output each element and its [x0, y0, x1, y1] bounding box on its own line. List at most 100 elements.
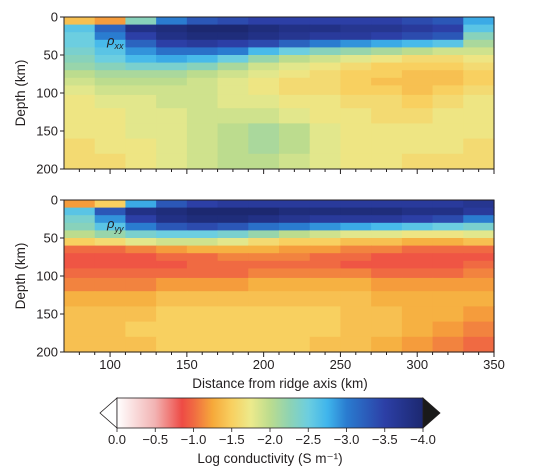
heatmap-cell — [463, 238, 495, 247]
heatmap-cell — [340, 138, 372, 155]
heatmap-cell — [309, 153, 342, 170]
heatmap-cell — [217, 39, 249, 48]
heatmap-cell — [463, 39, 495, 48]
heatmap-cell — [248, 238, 280, 247]
heatmap-cell — [186, 306, 219, 323]
heatmap-cell — [279, 215, 311, 224]
heatmap-cell — [94, 238, 127, 247]
y-tick-label: 150 — [36, 307, 58, 322]
heatmap-cell — [217, 238, 249, 247]
heatmap-cell — [279, 222, 311, 231]
heatmap-cell — [340, 253, 372, 262]
heatmap-cell — [64, 138, 96, 155]
heatmap-cell — [401, 70, 434, 79]
panel-label-sub: xx — [113, 41, 124, 51]
heatmap-cell — [156, 238, 188, 247]
heatmap-cell — [371, 77, 403, 86]
heatmap-cell — [309, 94, 342, 109]
heatmap-cell — [340, 17, 372, 26]
heatmap-cell — [309, 238, 342, 247]
heatmap-cell — [432, 55, 464, 64]
heatmap-cell — [125, 306, 157, 323]
heatmap-cell — [309, 253, 342, 262]
heatmap-cell — [340, 260, 372, 269]
heatmap-cell — [125, 77, 157, 86]
heatmap-cell — [401, 215, 434, 224]
heatmap-cell — [371, 321, 403, 338]
heatmap-cell — [371, 32, 403, 41]
y-tick-label: 0 — [51, 193, 58, 208]
heatmap-cell — [279, 277, 311, 292]
heatmap-cell — [217, 200, 249, 209]
heatmap-cell — [248, 260, 280, 269]
heatmap-cell — [371, 123, 403, 140]
heatmap-cell — [340, 32, 372, 41]
heatmap-cell — [463, 47, 495, 56]
heatmap-cell — [463, 138, 495, 155]
heatmap-cell — [371, 230, 403, 239]
heatmap-cell — [432, 291, 464, 307]
heatmap-cell — [340, 336, 372, 353]
heatmap-cell — [217, 321, 249, 338]
heatmap-cell — [309, 230, 342, 239]
heatmap-cell — [186, 55, 219, 64]
colorbar-title: Log conductivity (S m⁻¹) — [197, 451, 342, 466]
heatmap-cell — [279, 306, 311, 323]
heatmap-cell — [279, 77, 311, 86]
heatmap-cell — [217, 47, 249, 56]
heatmap-cell — [463, 321, 495, 338]
heatmap-cell — [463, 55, 495, 64]
heatmap-cell — [401, 336, 434, 353]
heatmap-cell — [217, 207, 249, 216]
heatmap-cell — [64, 55, 96, 64]
heatmap-cell — [64, 17, 96, 26]
heatmap-cell — [248, 108, 280, 124]
heatmap-cell — [309, 260, 342, 269]
heatmap-cell — [340, 268, 372, 279]
colorbar-tick-label: −4.0 — [410, 432, 436, 447]
heatmap-cell — [125, 24, 157, 33]
heatmap-cell — [309, 306, 342, 323]
heatmap-cell — [156, 17, 188, 26]
heatmap-cell — [94, 32, 127, 41]
colorbar-over-triangle — [422, 397, 441, 429]
heatmap-cell — [64, 260, 96, 269]
heatmap-cell — [401, 39, 434, 48]
colorbar-under-triangle — [99, 397, 118, 429]
heatmap-cell — [156, 55, 188, 64]
heatmap-cell — [371, 238, 403, 247]
heatmap-cell — [186, 32, 219, 41]
heatmap-cell — [371, 94, 403, 109]
heatmap-cell — [432, 306, 464, 323]
heatmap-cell — [64, 321, 96, 338]
heatmap-cell — [64, 123, 96, 140]
heatmap-cell — [432, 245, 464, 254]
heatmap-cell — [432, 200, 464, 209]
heatmap-cell — [401, 291, 434, 307]
heatmap-cell — [279, 153, 311, 170]
heatmap-cell — [217, 336, 249, 353]
heatmap-cell — [401, 277, 434, 292]
heatmap-cell — [401, 260, 434, 269]
heatmap-cell — [432, 94, 464, 109]
heatmap-cell — [125, 253, 157, 262]
heatmap-cell — [156, 123, 188, 140]
heatmap-cell — [217, 268, 249, 279]
heatmap-cell — [463, 70, 495, 79]
heatmap-cell — [463, 336, 495, 353]
x-tick-label: 250 — [330, 357, 352, 372]
heatmap-cell — [371, 24, 403, 33]
heatmap-cell — [217, 17, 249, 26]
heatmap-cell — [64, 70, 96, 79]
heatmap-cell — [125, 47, 157, 56]
heatmap-cell — [432, 39, 464, 48]
heatmap-cell — [309, 24, 342, 33]
heatmap-cell — [371, 70, 403, 79]
y-tick-label: 0 — [51, 10, 58, 25]
heatmap-cell — [217, 215, 249, 224]
heatmap-cell — [248, 138, 280, 155]
heatmap-cell — [94, 215, 127, 224]
heatmap-cell — [186, 238, 219, 247]
heatmap-cell — [340, 207, 372, 216]
panel-rho-xx: 0 50 100 150 200 Depth (km) ρxx — [13, 10, 495, 177]
